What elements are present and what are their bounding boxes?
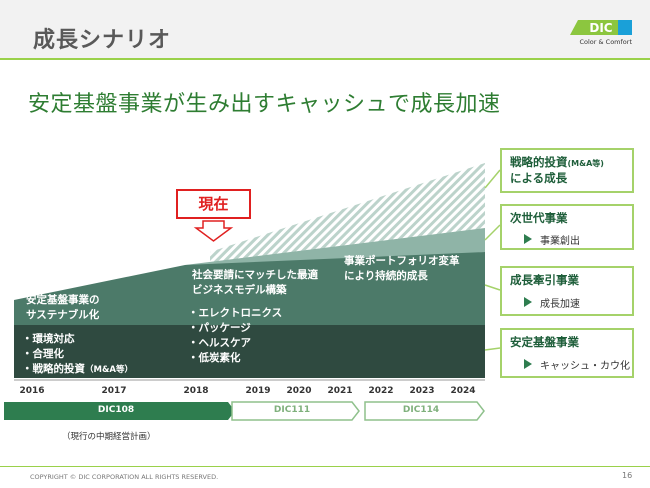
- phase-label-dic108: DIC108: [97, 405, 135, 415]
- layer-strategic-investment: [210, 163, 485, 265]
- mid-layer-title: 社会要請にマッチした最適 ビジネスモデル構築: [192, 268, 318, 298]
- now-marker: 現在: [176, 189, 251, 219]
- phase-label-dic111: DIC111: [273, 405, 311, 415]
- year-label: 2016: [19, 386, 45, 396]
- headline: 安定基盤事業が生み出すキャッシュで成長加速: [28, 92, 501, 117]
- card-title-line-2: による成長: [510, 171, 568, 185]
- base-layer-title: 安定基盤事業の サステナブル化: [26, 293, 100, 323]
- card-next-generation: 次世代事業 事業創出: [500, 204, 634, 250]
- header-band: [0, 0, 650, 58]
- svg-text:DIC: DIC: [589, 21, 612, 35]
- year-label: 2020: [286, 386, 312, 396]
- base-title-line-1: 安定基盤事業の: [26, 294, 100, 306]
- arrow-right-icon: [524, 297, 532, 307]
- card-title: 戦略的投資(M&A等) による成長: [510, 155, 604, 186]
- upper-title-line-2: により持続的成長: [344, 270, 428, 282]
- mid-title-line-1: 社会要請にマッチした最適: [192, 269, 318, 281]
- card-title-note: (M&A等): [567, 159, 604, 168]
- card-stable-base: 安定基盤事業 キャッシュ・カウ化: [500, 328, 634, 378]
- base-title-line-2: サステナブル化: [26, 309, 100, 321]
- year-label: 2024: [450, 386, 476, 396]
- year-label: 2019: [245, 386, 271, 396]
- base-layer-bullets: 環境対応 合理化 戦略的投資（M&A等）: [22, 332, 133, 378]
- connector-growth: [484, 284, 501, 291]
- slide-title: 成長シナリオ: [33, 28, 172, 53]
- header-divider: [0, 58, 650, 60]
- down-arrow-icon: [193, 220, 234, 242]
- phase-arrow-dic108: [4, 402, 235, 420]
- mid-layer-bullets: エレクトロニクス パッケージ ヘルスケア 低炭素化: [188, 306, 283, 366]
- year-label: 2017: [101, 386, 127, 396]
- phase-arrow-dic114: [364, 401, 485, 421]
- bullet-environment: 環境対応: [22, 332, 133, 347]
- card-title: 成長牽引事業: [510, 273, 579, 287]
- bullet-healthcare: ヘルスケア: [188, 336, 282, 351]
- year-label: 2023: [409, 386, 435, 396]
- connector-strategic: [484, 169, 501, 189]
- year-label: 2021: [327, 386, 353, 396]
- page-number: 16: [622, 471, 633, 480]
- card-title: 安定基盤事業: [510, 335, 579, 349]
- connector-stable: [484, 347, 501, 351]
- upper-layer-title: 事業ポートフォリオ変革 により持続的成長: [344, 254, 460, 284]
- logo-tagline: Color & Comfort: [579, 38, 632, 46]
- dic-logo-mark: DIC: [570, 20, 632, 35]
- plan-note: （現行の中期経営計画）: [62, 432, 156, 442]
- bullet-strategic-investment-text: 戦略的投資: [32, 363, 86, 375]
- card-subtitle: 事業創出: [540, 236, 580, 247]
- card-title-main: 戦略的投資: [510, 155, 568, 169]
- upper-title-line-1: 事業ポートフォリオ変革: [344, 255, 460, 267]
- bullet-electronics: エレクトロニクス: [188, 306, 283, 321]
- arrow-right-icon: [524, 234, 532, 244]
- year-label: 2018: [183, 386, 209, 396]
- bullet-packaging: パッケージ: [188, 321, 282, 336]
- bullet-strategic-investment: 戦略的投資（M&A等）: [22, 362, 133, 378]
- layer-growth-driver: [14, 252, 485, 325]
- phase-label-dic114: DIC114: [402, 405, 440, 415]
- year-label: 2022: [368, 386, 394, 396]
- arrow-right-icon: [524, 359, 532, 369]
- card-subtitle: キャッシュ・カウ化: [540, 361, 630, 372]
- bullet-strategic-investment-note: （M&A等）: [85, 365, 133, 375]
- bullet-low-carbon: 低炭素化: [188, 351, 282, 366]
- card-strategic-investment: 戦略的投資(M&A等) による成長: [500, 148, 634, 193]
- card-title: 次世代事業: [510, 211, 568, 225]
- mid-title-line-2: ビジネスモデル構築: [192, 284, 287, 296]
- copyright-text: COPYRIGHT © DIC CORPORATION ALL RIGHTS R…: [30, 473, 219, 481]
- footer-divider: [0, 466, 650, 467]
- bullet-rationalization: 合理化: [22, 347, 133, 362]
- connector-next-gen: [484, 224, 501, 241]
- company-logo: DIC Color & Comfort: [570, 20, 632, 50]
- card-growth-driver: 成長牽引事業 成長加速: [500, 266, 634, 316]
- phase-arrow-dic111: [231, 401, 360, 421]
- card-subtitle: 成長加速: [540, 299, 580, 310]
